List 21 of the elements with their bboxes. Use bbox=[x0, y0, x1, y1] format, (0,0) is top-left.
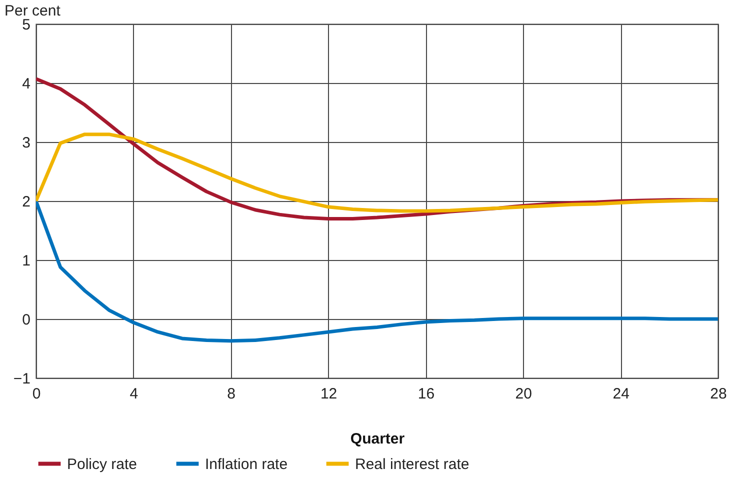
x-tick-label: 20 bbox=[515, 386, 532, 402]
x-axis-title: Quarter bbox=[350, 430, 405, 448]
line-series bbox=[36, 132, 718, 213]
legend-label: Real interest rate bbox=[355, 456, 470, 473]
y-tick-label: −1 bbox=[13, 370, 30, 388]
y-tick-label: 3 bbox=[22, 134, 30, 152]
y-tick-label: 5 bbox=[22, 16, 30, 34]
x-tick-label: 12 bbox=[320, 386, 338, 402]
y-tick-label: 2 bbox=[22, 194, 30, 210]
y-tick-label: 0 bbox=[22, 312, 30, 328]
x-tick-label: 4 bbox=[130, 386, 138, 402]
y-tick-label: 4 bbox=[22, 76, 30, 92]
x-tick-label: 24 bbox=[612, 386, 630, 402]
legend-label: Policy rate bbox=[67, 456, 138, 473]
y-axis-title: Per cent bbox=[4, 2, 62, 20]
y-tick-label: 1 bbox=[22, 252, 30, 270]
x-tick-label: 8 bbox=[227, 386, 236, 402]
line-series bbox=[36, 199, 718, 343]
x-tick-label: 28 bbox=[710, 386, 727, 402]
legend-label: Inflation rate bbox=[205, 456, 288, 473]
x-tick-label: 16 bbox=[418, 386, 435, 402]
